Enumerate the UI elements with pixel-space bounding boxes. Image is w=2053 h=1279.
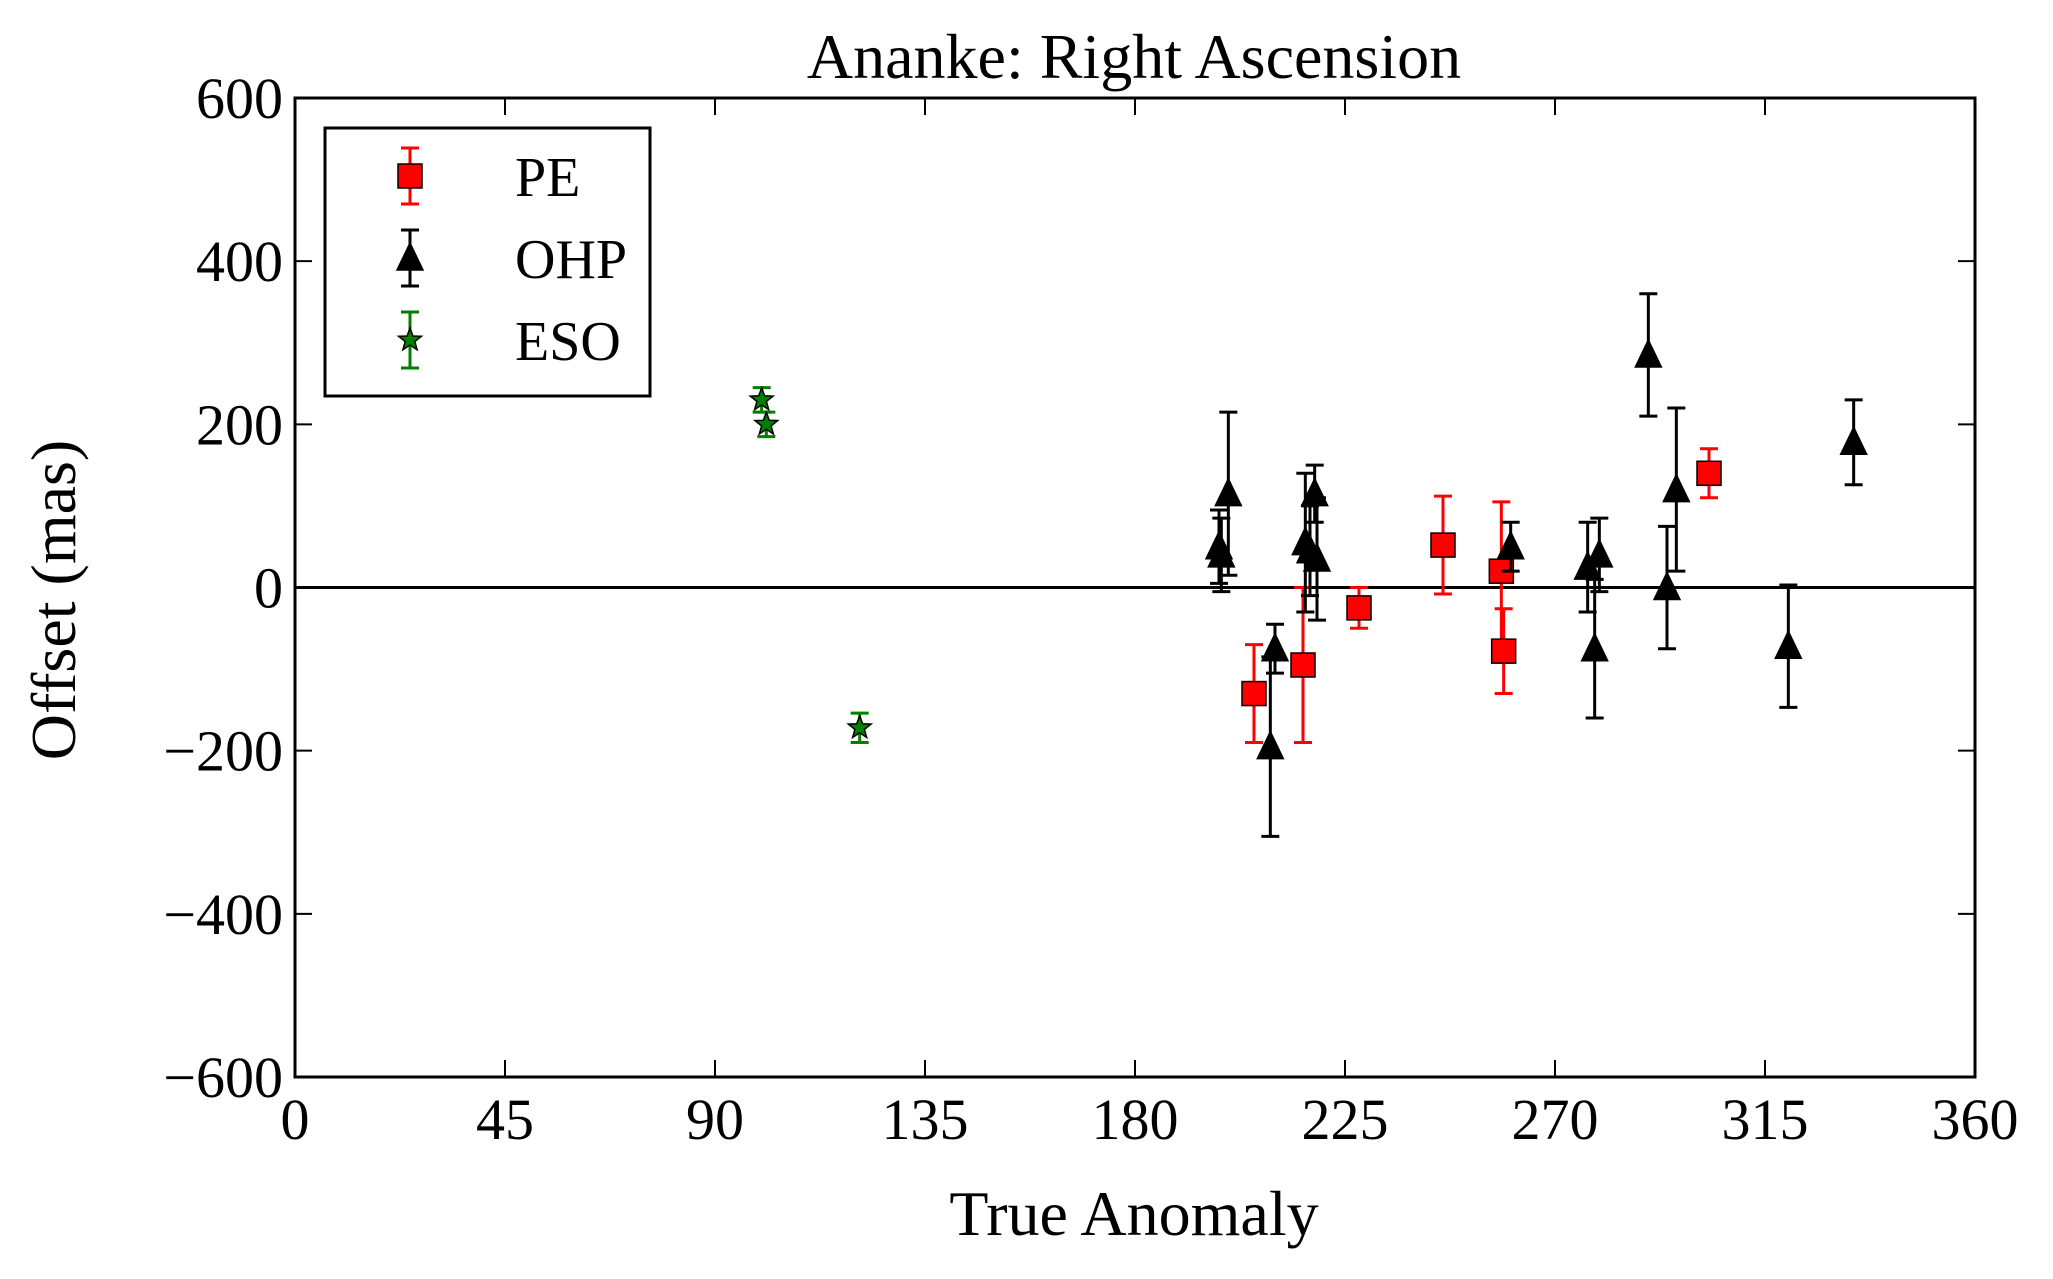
x-tick-label: 0 — [281, 1087, 310, 1152]
data-point-ohp — [1774, 629, 1803, 659]
data-point-pe — [1696, 460, 1722, 487]
legend-box — [323, 126, 652, 398]
data-point-ohp — [1662, 472, 1691, 503]
data-point-ohp — [1302, 542, 1332, 572]
y-tick-label: −200 — [163, 719, 283, 784]
legend-marker-ohp — [395, 241, 425, 271]
data-point-ohp — [1580, 631, 1609, 662]
data-point-eso — [752, 410, 780, 436]
data-point-pe — [1430, 532, 1456, 558]
y-tick-label: 400 — [196, 229, 283, 294]
legend-label-eso: ESO — [515, 311, 621, 373]
data-point-eso — [846, 713, 874, 740]
data-point-pe — [1490, 638, 1517, 664]
series-ohp — [1204, 292, 1868, 838]
x-tick-label: 270 — [1512, 1087, 1599, 1152]
data-point-ohp — [1839, 425, 1868, 456]
plot-area: 0 45 90 135 180 225 270 315 360 −600 −400 −200 0 200 4… — [163, 66, 2018, 1152]
data-point-ohp — [1256, 729, 1285, 760]
data-point-ohp — [1260, 631, 1290, 662]
data-point-ohp — [1496, 529, 1525, 560]
x-tick-label: 90 — [686, 1087, 744, 1152]
legend-label-ohp: OHP — [515, 229, 627, 291]
chart-title: Ananke: Right Ascension — [807, 21, 1461, 92]
x-tick-label: 135 — [882, 1087, 969, 1152]
legend-marker-eso — [396, 325, 424, 352]
legend-label-pe: PE — [515, 147, 580, 209]
data-point-eso — [748, 385, 776, 412]
series-eso — [748, 385, 874, 745]
data-point-ohp — [1634, 338, 1663, 368]
x-tick-label: 315 — [1722, 1087, 1809, 1152]
y-tick-label: 0 — [254, 556, 283, 621]
x-tick-label: 180 — [1092, 1087, 1179, 1152]
data-point-ohp — [1585, 538, 1614, 568]
data-point-pe — [1290, 652, 1316, 678]
data-point-pe — [1241, 680, 1267, 707]
data-point-ohp — [1214, 476, 1243, 507]
x-tick-label: 45 — [476, 1087, 534, 1152]
y-tick-label: 600 — [196, 66, 283, 131]
y-tick-label: 200 — [196, 392, 283, 457]
x-tick-label: 360 — [1932, 1087, 2019, 1152]
series-pe — [1241, 447, 1722, 745]
y-tick-label: −600 — [163, 1045, 283, 1110]
x-axis-label: True Anomaly — [949, 1178, 1318, 1249]
legend: PE OHP ESO — [323, 126, 652, 398]
x-tick-label: 225 — [1302, 1087, 1389, 1152]
y-axis-label: Offset (mas) — [18, 440, 89, 761]
plot-frame — [293, 96, 1977, 1079]
data-point-ohp — [1652, 570, 1682, 601]
data-point-pe — [1346, 595, 1372, 621]
legend-marker-pe — [397, 163, 423, 189]
y-tick-label: −400 — [163, 882, 283, 947]
